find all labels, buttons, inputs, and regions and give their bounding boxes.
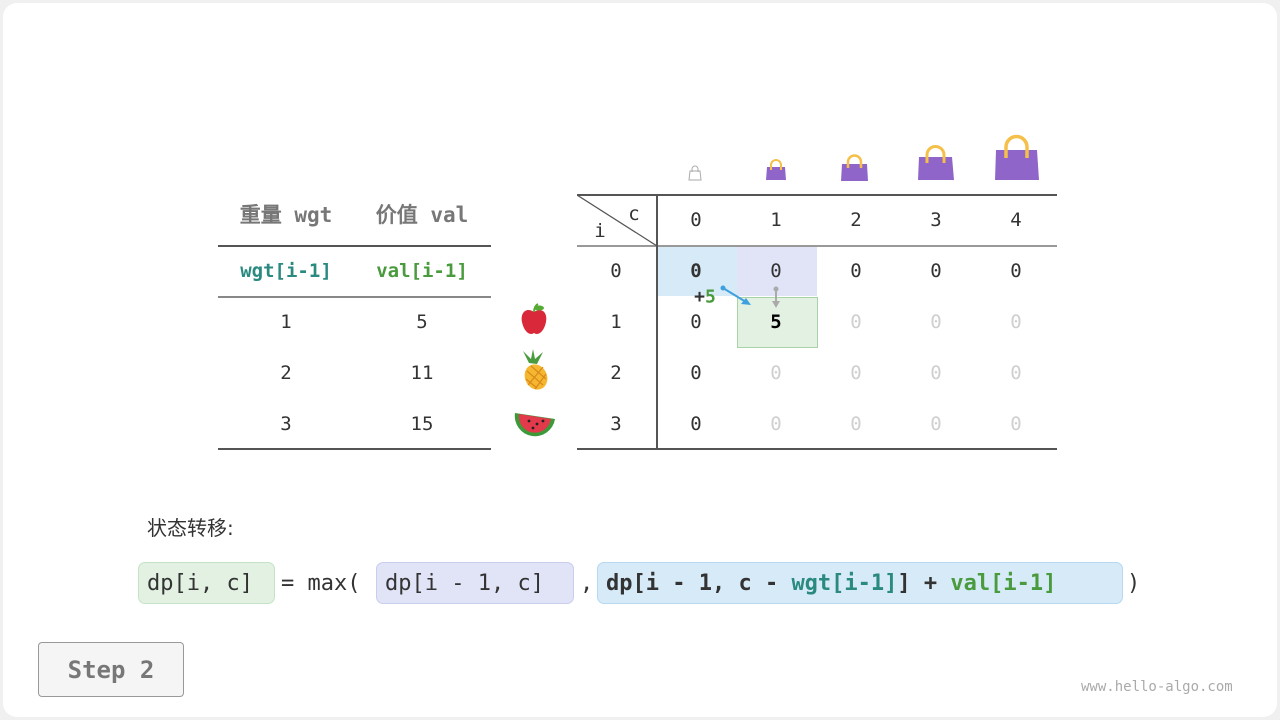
formula-plus: ] + bbox=[897, 570, 951, 596]
dp-cell: 0 bbox=[850, 260, 862, 282]
dp-cell: 0 bbox=[770, 260, 782, 282]
val-cell: 15 bbox=[410, 413, 434, 435]
bag-capacity-2-icon bbox=[841, 154, 868, 181]
plus-sign: + bbox=[694, 286, 705, 308]
row-header: 2 bbox=[610, 362, 622, 384]
row-header: 0 bbox=[610, 260, 622, 282]
bag-capacity-3-icon bbox=[918, 145, 954, 180]
header-wgt: 重量 wgt bbox=[239, 203, 333, 227]
formula-lhs: dp[i, c] bbox=[138, 562, 275, 604]
formula-max: = max( bbox=[281, 571, 361, 596]
divider bbox=[577, 245, 1057, 247]
dp-cell: 0 bbox=[930, 311, 942, 333]
wgt-cell: 3 bbox=[280, 413, 292, 435]
divider bbox=[218, 296, 491, 298]
dp-cell: 0 bbox=[690, 311, 702, 333]
wgt-cell: 1 bbox=[280, 311, 292, 333]
formula-wgt: wgt[i-1] bbox=[791, 570, 898, 596]
dp-cell: 0 bbox=[850, 311, 862, 333]
row-header: 3 bbox=[610, 413, 622, 435]
dp-cell: 0 bbox=[770, 362, 782, 384]
col-header: 2 bbox=[850, 209, 862, 231]
plus-value: 5 bbox=[705, 286, 716, 308]
formula-close: ) bbox=[1127, 571, 1141, 596]
pineapple-icon bbox=[523, 349, 548, 390]
bag-capacity-1-icon bbox=[766, 159, 786, 180]
col-header: 0 bbox=[690, 209, 702, 231]
wgt-cell: 2 bbox=[280, 362, 292, 384]
divider bbox=[577, 448, 1057, 450]
formula-val: val[i-1] bbox=[950, 570, 1057, 596]
dp-cell: 0 bbox=[850, 362, 862, 384]
highlight-dp-i-c bbox=[737, 297, 818, 348]
watermark: www.hello-algo.com bbox=[1081, 679, 1233, 695]
col-header: 1 bbox=[770, 209, 782, 231]
bag-capacity-0-icon bbox=[688, 165, 702, 181]
transition-arrows bbox=[720, 285, 780, 308]
divider bbox=[218, 448, 491, 450]
corner-i-label: i bbox=[594, 220, 606, 242]
dp-cell: 0 bbox=[1010, 413, 1022, 435]
dp-cell: 0 bbox=[690, 260, 702, 282]
corner-diagonal bbox=[577, 195, 657, 246]
dp-cell: 5 bbox=[770, 311, 782, 333]
col-header: 3 bbox=[930, 209, 942, 231]
dp-cell: 0 bbox=[1010, 260, 1022, 282]
apple-icon bbox=[521, 303, 547, 334]
dp-cell: 0 bbox=[690, 362, 702, 384]
val-cell: 11 bbox=[410, 362, 434, 384]
formula-comma: , bbox=[580, 571, 594, 596]
dp-cell: 0 bbox=[690, 413, 702, 435]
divider bbox=[656, 195, 658, 449]
divider bbox=[218, 245, 491, 247]
dp-cell: 0 bbox=[770, 413, 782, 435]
bag-capacity-4-icon bbox=[995, 134, 1039, 180]
dp-cell: 0 bbox=[850, 413, 862, 435]
slide: 重量 wgt 价值 val wgt[i-1] val[i-1] 1 5 2 11… bbox=[3, 3, 1277, 717]
header-val: 价值 val bbox=[375, 203, 469, 227]
formula-label: 状态转移: bbox=[147, 516, 234, 540]
row-header: 1 bbox=[610, 311, 622, 333]
formula-dp-part: dp[i - 1, c - bbox=[606, 570, 792, 596]
watermelon-icon bbox=[514, 413, 555, 437]
plus-value-label: +5 bbox=[694, 287, 716, 308]
dp-cell: 0 bbox=[930, 362, 942, 384]
formula-option-2: dp[i - 1, c - wgt[i-1]] + val[i-1] bbox=[597, 562, 1123, 604]
col-header: 4 bbox=[1010, 209, 1022, 231]
dp-cell: 0 bbox=[1010, 362, 1022, 384]
dp-cell: 0 bbox=[930, 413, 942, 435]
subheader-val: val[i-1] bbox=[376, 260, 468, 282]
val-cell: 5 bbox=[416, 311, 428, 333]
dp-cell: 0 bbox=[1010, 311, 1022, 333]
subheader-wgt: wgt[i-1] bbox=[240, 260, 332, 282]
divider bbox=[577, 194, 1057, 196]
formula-option-1: dp[i - 1, c] bbox=[376, 562, 574, 604]
step-button[interactable]: Step 2 bbox=[38, 642, 184, 697]
dp-cell: 0 bbox=[930, 260, 942, 282]
corner-c-label: c bbox=[628, 203, 640, 225]
